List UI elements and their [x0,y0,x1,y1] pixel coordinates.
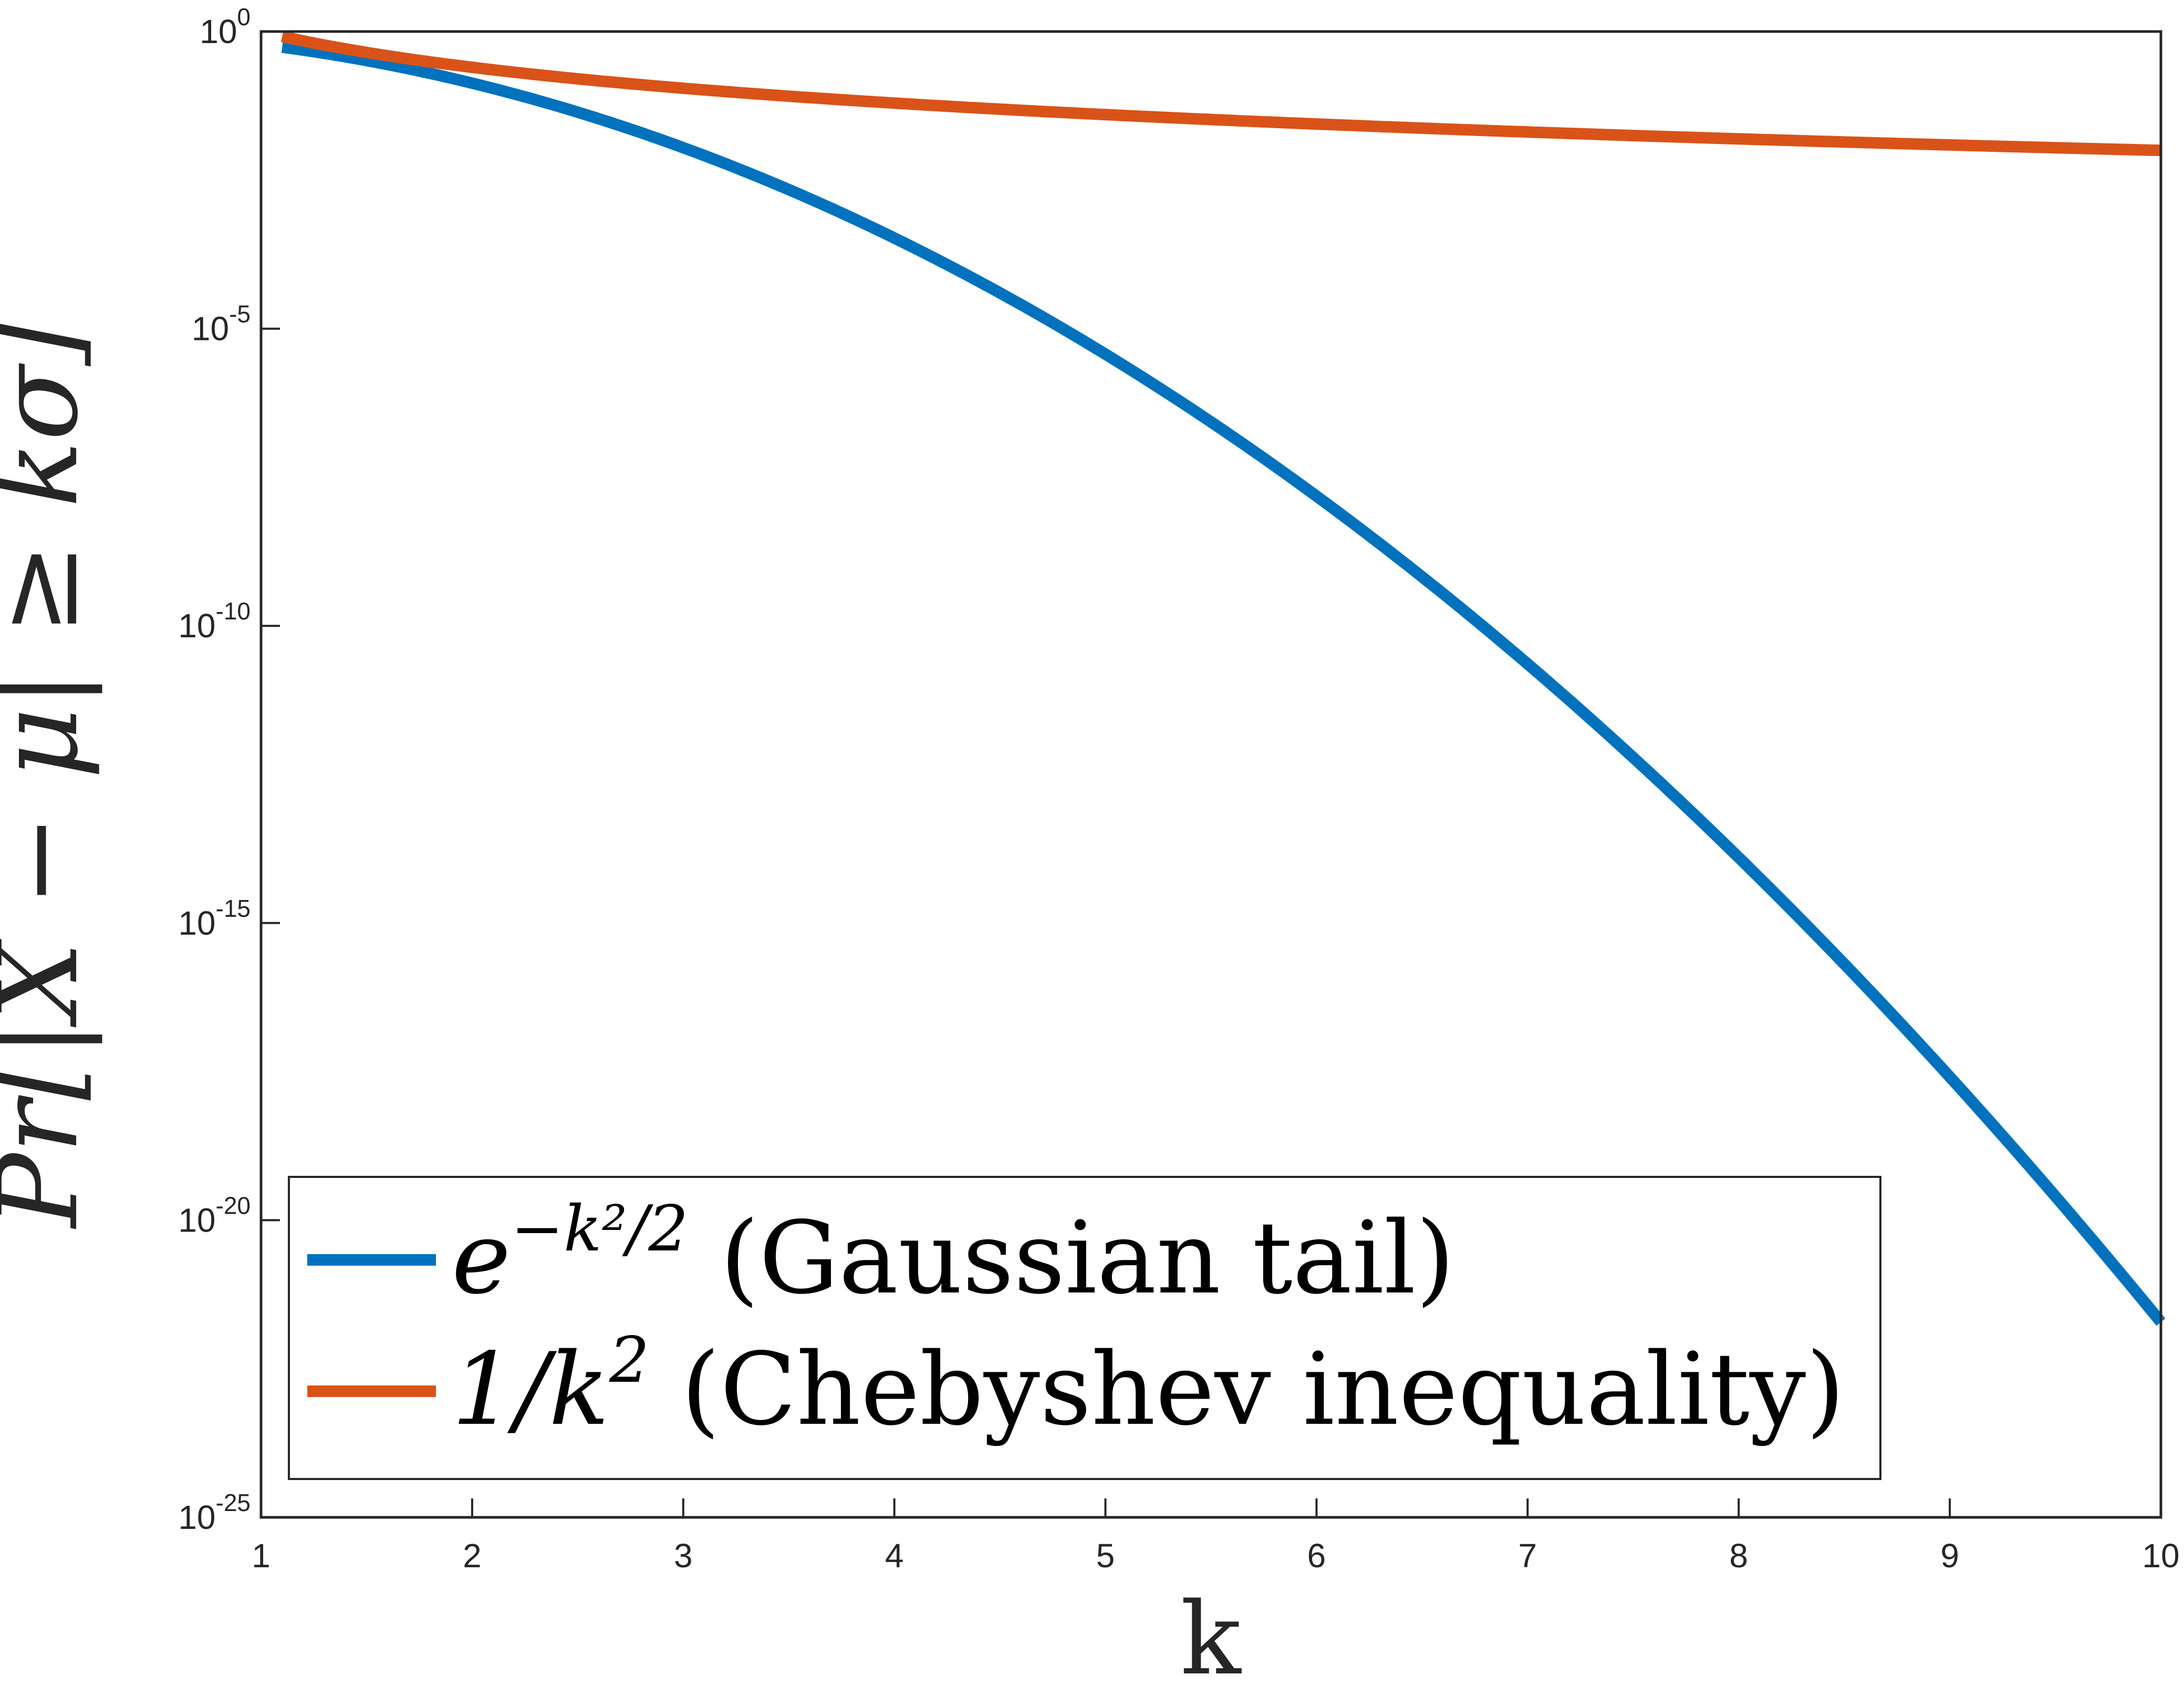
legend-description: (Gaussian tail) [689,1200,1455,1316]
x-tick-label: 5 [1096,1537,1115,1575]
legend-label: e−k²/2 (Gaussian tail) [452,1193,1455,1316]
x-tick-label: 10 [2142,1537,2179,1575]
y-tick-exponent: 0 [237,3,251,30]
series-line-chebyshev [280,30,2161,157]
y-tick-label: 10-15 [178,895,251,942]
legend-items: e−k²/2 (Gaussian tail)1/k2 (Chebyshev in… [307,1193,1845,1447]
legend: e−k²/2 (Gaussian tail)1/k2 (Chebyshev in… [288,1176,1881,1480]
legend-description: (Chebyshev inequality) [649,1331,1845,1447]
legend-math-base: 1/k [452,1331,609,1447]
legend-label: 1/k2 (Chebyshev inequality) [452,1324,1845,1447]
x-axis: 1 2 3 4 5 6 7 8 9 10 [252,1498,2180,1575]
y-tick-label: 10-10 [178,597,251,645]
y-tick-label: 10-25 [178,1489,251,1536]
legend-box [288,1176,1881,1480]
x-tick-label: 1 [252,1537,271,1575]
x-tick-label: 2 [463,1537,482,1575]
y-tick-exponent: -10 [216,597,251,625]
y-tick-label: 10-20 [178,1192,251,1239]
x-tick-label: 6 [1307,1537,1326,1575]
y-tick-exponent: -25 [216,1489,251,1516]
y-tick-label: 100 [200,3,251,50]
x-tick-label: 4 [885,1537,904,1575]
legend-math-exponent: −k²/2 [511,1193,688,1266]
y-tick-base: 10 [192,310,229,348]
series-layer [280,30,2166,1326]
x-tick-label: 8 [1729,1537,1748,1575]
plot-frame [259,30,2162,1519]
y-tick-base: 10 [200,13,237,50]
y-tick-base: 10 [178,904,215,942]
series-line-gaussian-tail [281,41,2166,1326]
legend-math-base: e [452,1200,511,1316]
x-tick-label: 3 [674,1537,693,1575]
y-axis-title: Pr[|X − μ| ≥ kσ] [0,322,102,1230]
y-tick-base: 10 [178,1201,215,1239]
y-tick-exponent: -20 [216,1192,251,1219]
y-tick-exponent: -5 [229,301,251,328]
x-tick-label: 7 [1519,1537,1537,1575]
x-tick-label: 9 [1940,1537,1959,1575]
y-tick-exponent: -15 [216,895,251,922]
legend-math-exponent: 2 [609,1324,649,1397]
y-tick-base: 10 [178,1498,215,1536]
y-tick-label: 10-5 [192,301,251,348]
x-axis-title: k [1180,1581,1242,1686]
y-tick-base: 10 [178,607,215,645]
